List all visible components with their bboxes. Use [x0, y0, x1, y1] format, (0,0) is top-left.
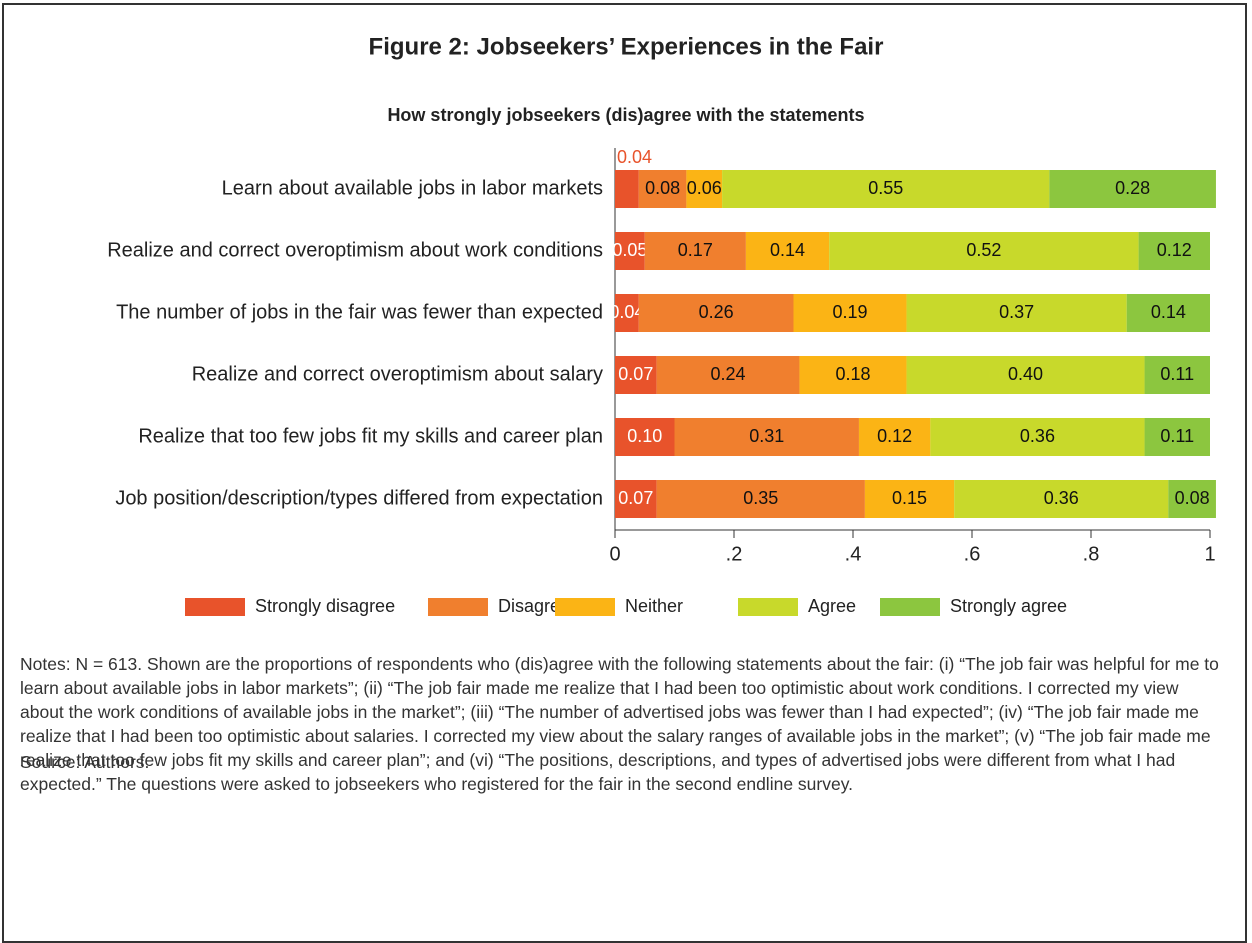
- data-label: 0.15: [892, 488, 927, 508]
- y-tick-label: Learn about available jobs in labor mark…: [222, 177, 603, 199]
- legend-swatch: [880, 598, 940, 616]
- data-label: 0.05: [612, 240, 647, 260]
- bar-segment: [745, 232, 830, 270]
- data-label: 0.07: [618, 488, 653, 508]
- bar-segment: [1049, 170, 1216, 208]
- bar-segment: [906, 356, 1145, 394]
- bar-segment: [656, 480, 865, 518]
- data-label: 0.24: [711, 364, 746, 384]
- data-label: 0.04: [617, 147, 652, 167]
- data-label: 0.07: [618, 364, 653, 384]
- legend-label: Strongly agree: [950, 596, 1067, 616]
- data-label: 0.08: [1175, 488, 1210, 508]
- y-tick-label: Realize that too few jobs fit my skills …: [138, 425, 603, 447]
- chart-title: Figure 2: Jobseekers’ Experiences in the…: [369, 33, 884, 60]
- bar-segment: [793, 294, 907, 332]
- bar-segment: [686, 170, 723, 208]
- data-label: 0.40: [1008, 364, 1043, 384]
- data-label: 0.11: [1160, 426, 1194, 446]
- x-tick-label: 1: [1204, 543, 1215, 565]
- bar-segment: [858, 418, 931, 456]
- bar-segment: [638, 294, 794, 332]
- x-tick-label: 0: [609, 543, 620, 565]
- legend-label: Disagree: [498, 596, 570, 616]
- legend-swatch: [738, 598, 798, 616]
- bar-segment: [615, 170, 639, 208]
- bar-segment: [656, 356, 800, 394]
- data-label: 0.35: [743, 488, 778, 508]
- bar-segment: [615, 232, 645, 270]
- x-tick-label: .2: [726, 543, 743, 565]
- y-tick-label: Realize and correct overoptimism about s…: [192, 363, 603, 385]
- data-label: 0.18: [835, 364, 870, 384]
- bar-segment: [615, 294, 639, 332]
- bar-segment: [674, 418, 859, 456]
- data-label: 0.52: [966, 240, 1001, 260]
- chart-subtitle: How strongly jobseekers (dis)agree with …: [387, 105, 864, 125]
- data-label: 0.28: [1115, 178, 1150, 198]
- bar-segment: [1126, 294, 1210, 332]
- data-label: 0.12: [877, 426, 912, 446]
- data-label: 0.17: [678, 240, 713, 260]
- bar-segment: [722, 170, 1050, 208]
- bar-segment: [615, 418, 675, 456]
- data-label: 0.37: [999, 302, 1034, 322]
- legend-swatch: [555, 598, 615, 616]
- bar-segment: [1168, 480, 1216, 518]
- data-label: 0.11: [1160, 364, 1194, 384]
- data-label: 0.10: [627, 426, 662, 446]
- data-label: 0.36: [1044, 488, 1079, 508]
- chart: Figure 2: Jobseekers’ Experiences in the…: [107, 33, 1216, 616]
- data-label: 0.06: [687, 178, 722, 198]
- y-tick-label: The number of jobs in the fair was fewer…: [116, 301, 603, 323]
- bar-segment: [1144, 418, 1210, 456]
- data-label: 0.12: [1157, 240, 1192, 260]
- bar-segment: [644, 232, 746, 270]
- y-tick-label: Job position/description/types differed …: [115, 487, 603, 509]
- data-label: 0.55: [868, 178, 903, 198]
- bar-segment: [615, 480, 657, 518]
- data-label: 0.19: [833, 302, 868, 322]
- legend-swatch: [428, 598, 488, 616]
- bar-segment: [1138, 232, 1210, 270]
- x-tick-label: .8: [1083, 543, 1100, 565]
- data-label: 0.04: [609, 302, 644, 322]
- source: Source: Authors.: [20, 752, 150, 772]
- data-label: 0.08: [645, 178, 680, 198]
- x-tick-label: .6: [964, 543, 981, 565]
- legend-label: Neither: [625, 596, 683, 616]
- bar-segment: [615, 356, 657, 394]
- bar-segment: [930, 418, 1145, 456]
- bar-segment: [954, 480, 1169, 518]
- legend-label: Agree: [808, 596, 856, 616]
- y-tick-label: Realize and correct overoptimism about w…: [107, 239, 603, 261]
- legend-label: Strongly disagree: [255, 596, 395, 616]
- data-label: 0.14: [770, 240, 805, 260]
- bar-segment: [906, 294, 1127, 332]
- data-label: 0.31: [749, 426, 784, 446]
- bar-segment: [864, 480, 955, 518]
- legend-swatch: [185, 598, 245, 616]
- bar-segment: [829, 232, 1139, 270]
- data-label: 0.26: [699, 302, 734, 322]
- bar-segment: [799, 356, 907, 394]
- data-label: 0.36: [1020, 426, 1055, 446]
- bar-segment: [1144, 356, 1210, 394]
- bar-segment: [638, 170, 687, 208]
- notes: Notes: N = 613. Shown are the proportion…: [20, 654, 1219, 794]
- x-tick-label: .4: [845, 543, 862, 565]
- data-label: 0.14: [1151, 302, 1186, 322]
